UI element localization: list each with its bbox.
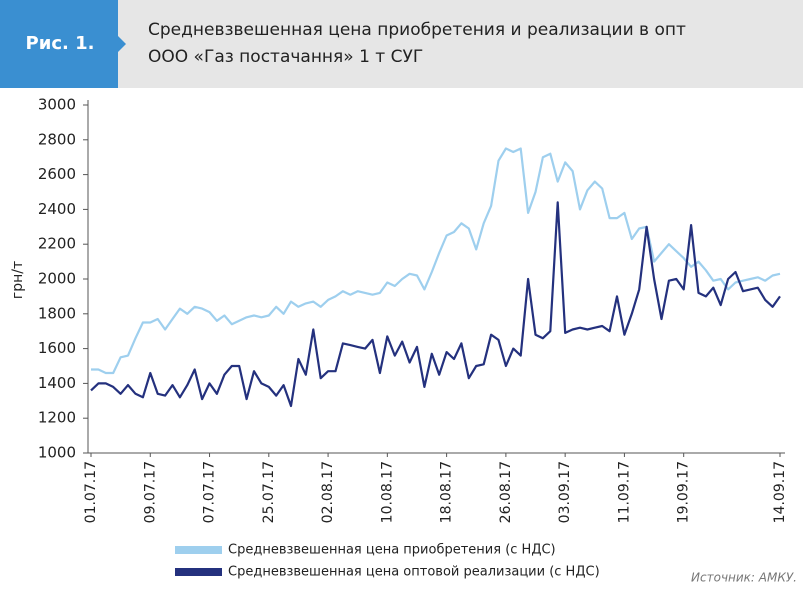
figure-tab <box>0 0 126 88</box>
x-tick-label: 07.07.17 <box>202 461 218 523</box>
y-tick-label: 1000 <box>38 444 76 462</box>
y-tick-label: 2800 <box>38 130 76 148</box>
series-line <box>90 201 781 408</box>
y-tick-label: 2600 <box>38 165 76 183</box>
x-tick-label: 19.09.17 <box>676 461 692 523</box>
legend-label: Средневзвешенная цена оптовой реализации… <box>228 565 600 580</box>
x-tick-label: 09.07.17 <box>142 461 158 523</box>
y-tick-label: 1800 <box>38 304 76 322</box>
x-tick-label: 10.08.17 <box>379 461 395 523</box>
x-tick-label: 26.08.17 <box>498 461 514 523</box>
source: Источник: АМКУ. <box>691 571 797 585</box>
x-tick-label: 18.08.17 <box>439 461 455 523</box>
legend-label: Средневзвешенная цена приобретения (с НД… <box>228 543 556 558</box>
y-tick-label: 3000 <box>38 96 76 114</box>
y-tick-label: 2000 <box>38 270 76 288</box>
y-tick-label: 1400 <box>38 374 76 392</box>
y-tick-label: 2200 <box>38 235 76 253</box>
y-tick-label: 2400 <box>38 200 76 218</box>
x-tick-label: 11.09.17 <box>616 461 632 523</box>
x-tick-label: 02.08.17 <box>320 461 336 523</box>
figure-label: Рис. 1. <box>26 33 95 54</box>
y-axis-label: грн/т <box>10 261 26 299</box>
x-tick-label: 03.09.17 <box>557 461 573 523</box>
header-band <box>0 0 803 88</box>
chart-title: Средневзвешенная цена приобретения и реа… <box>148 20 686 40</box>
y-tick-label: 1200 <box>38 409 76 427</box>
x-tick-label: 25.07.17 <box>261 461 277 523</box>
x-tick-label: 14.09.17 <box>772 461 788 523</box>
chart-title: ООО «Газ постачання» 1 т СУГ <box>148 47 423 67</box>
y-tick-label: 1600 <box>38 339 76 357</box>
x-tick-label: 01.07.17 <box>83 461 99 523</box>
series-line <box>91 147 781 375</box>
